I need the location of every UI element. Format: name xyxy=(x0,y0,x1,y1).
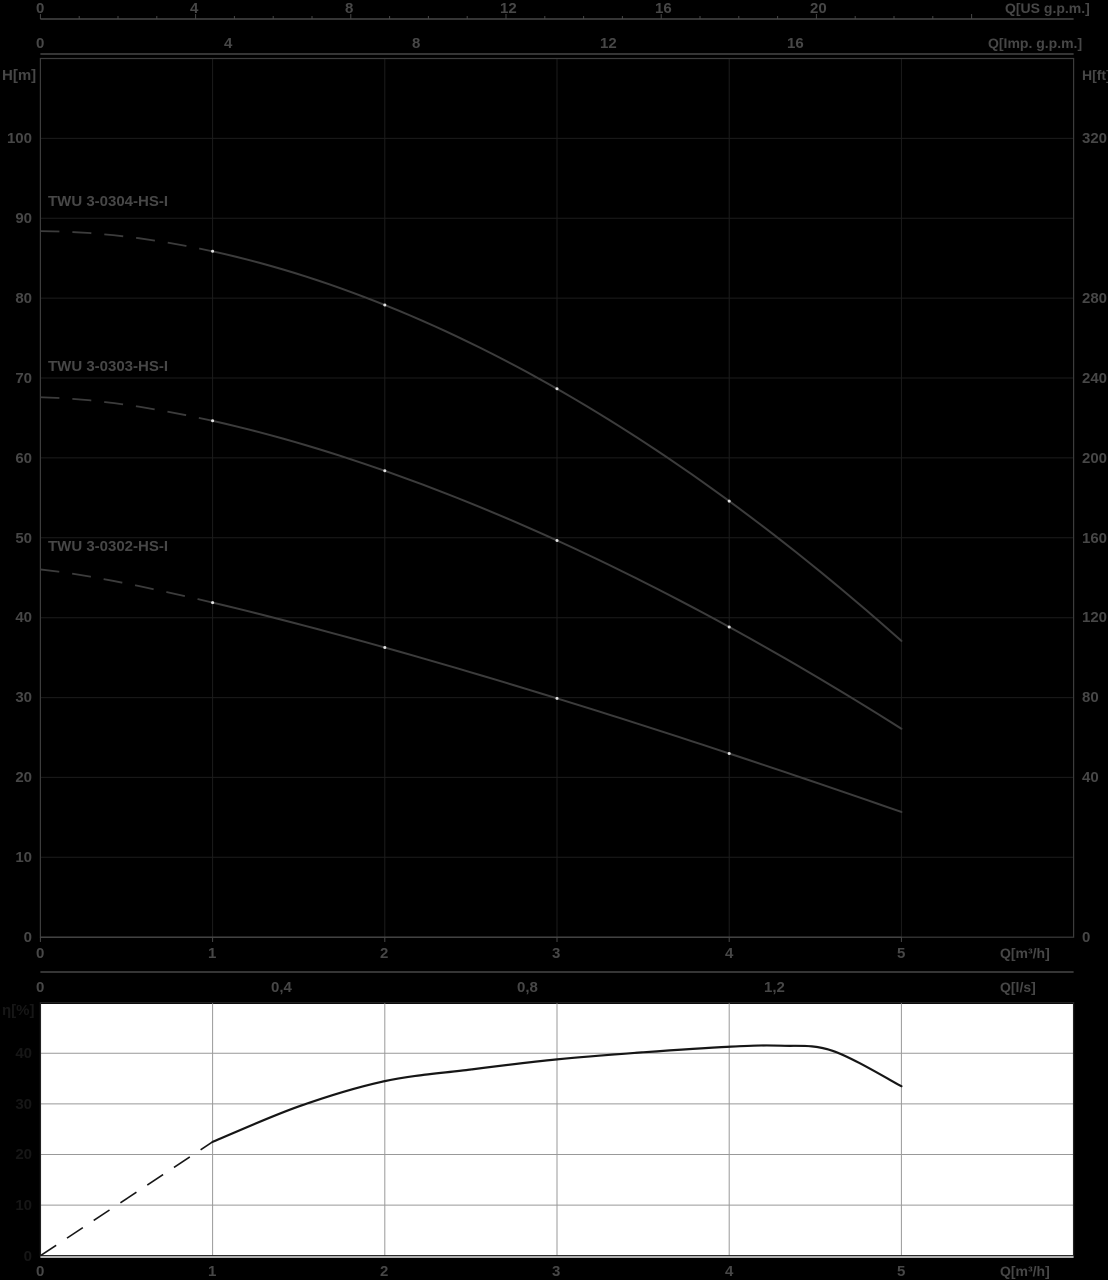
svg-text:η[%]: η[%] xyxy=(2,1002,35,1019)
svg-text:Q[Imp. g.p.m.]: Q[Imp. g.p.m.] xyxy=(988,35,1082,51)
svg-text:0: 0 xyxy=(1082,929,1090,946)
svg-text:0: 0 xyxy=(36,945,44,962)
svg-text:20: 20 xyxy=(15,1146,32,1163)
svg-text:Q[m³/h]: Q[m³/h] xyxy=(1000,1263,1050,1279)
svg-text:4: 4 xyxy=(725,1263,734,1280)
svg-text:30: 30 xyxy=(15,689,32,706)
svg-text:20: 20 xyxy=(810,0,827,17)
svg-text:10: 10 xyxy=(15,1197,32,1214)
svg-text:1: 1 xyxy=(208,945,216,962)
svg-text:60: 60 xyxy=(15,450,32,467)
svg-text:40: 40 xyxy=(15,609,32,626)
svg-text:0: 0 xyxy=(36,35,44,52)
svg-text:12: 12 xyxy=(600,35,617,52)
svg-text:30: 30 xyxy=(15,1096,32,1113)
svg-text:H[ft]: H[ft] xyxy=(1082,67,1108,83)
svg-text:0,8: 0,8 xyxy=(517,979,538,996)
svg-text:2: 2 xyxy=(380,1263,388,1280)
svg-text:0: 0 xyxy=(24,929,32,946)
svg-text:16: 16 xyxy=(787,35,804,52)
svg-text:240: 240 xyxy=(1082,370,1107,387)
svg-text:4: 4 xyxy=(725,945,734,962)
svg-text:Q[l/s]: Q[l/s] xyxy=(1000,979,1036,995)
svg-text:160: 160 xyxy=(1082,530,1107,547)
svg-text:5: 5 xyxy=(897,945,905,962)
svg-text:20: 20 xyxy=(15,769,32,786)
svg-text:320: 320 xyxy=(1082,130,1107,147)
svg-text:12: 12 xyxy=(500,0,517,17)
svg-text:90: 90 xyxy=(15,210,32,227)
svg-text:80: 80 xyxy=(15,290,32,307)
svg-text:0: 0 xyxy=(36,0,44,17)
svg-text:1,2: 1,2 xyxy=(764,979,785,996)
svg-text:1: 1 xyxy=(208,1263,216,1280)
svg-text:Q[m³/h]: Q[m³/h] xyxy=(1000,945,1050,961)
svg-text:200: 200 xyxy=(1082,450,1107,467)
svg-text:0: 0 xyxy=(36,979,44,996)
svg-text:100: 100 xyxy=(7,130,32,147)
svg-text:0: 0 xyxy=(24,1248,32,1265)
svg-text:16: 16 xyxy=(655,0,672,17)
svg-text:4: 4 xyxy=(224,35,233,52)
svg-text:TWU 3-0303-HS-I: TWU 3-0303-HS-I xyxy=(48,358,168,375)
svg-text:280: 280 xyxy=(1082,290,1107,307)
svg-text:TWU 3-0304-HS-I: TWU 3-0304-HS-I xyxy=(48,193,168,210)
svg-text:TWU 3-0302-HS-I: TWU 3-0302-HS-I xyxy=(48,538,168,555)
svg-text:0,4: 0,4 xyxy=(271,979,293,996)
svg-text:120: 120 xyxy=(1082,609,1107,626)
svg-text:40: 40 xyxy=(1082,769,1099,786)
svg-text:8: 8 xyxy=(412,35,420,52)
svg-text:80: 80 xyxy=(1082,689,1099,706)
svg-text:Q[US g.p.m.]: Q[US g.p.m.] xyxy=(1005,0,1090,16)
svg-text:50: 50 xyxy=(15,530,32,547)
svg-text:5: 5 xyxy=(897,1263,905,1280)
svg-text:2: 2 xyxy=(380,945,388,962)
svg-text:10: 10 xyxy=(15,849,32,866)
svg-text:8: 8 xyxy=(345,0,353,17)
svg-text:40: 40 xyxy=(15,1045,32,1062)
svg-text:H[m]: H[m] xyxy=(2,67,36,84)
svg-text:3: 3 xyxy=(552,1263,560,1280)
svg-text:3: 3 xyxy=(552,945,560,962)
svg-text:0: 0 xyxy=(36,1263,44,1280)
svg-text:70: 70 xyxy=(15,370,32,387)
svg-text:4: 4 xyxy=(190,0,199,17)
